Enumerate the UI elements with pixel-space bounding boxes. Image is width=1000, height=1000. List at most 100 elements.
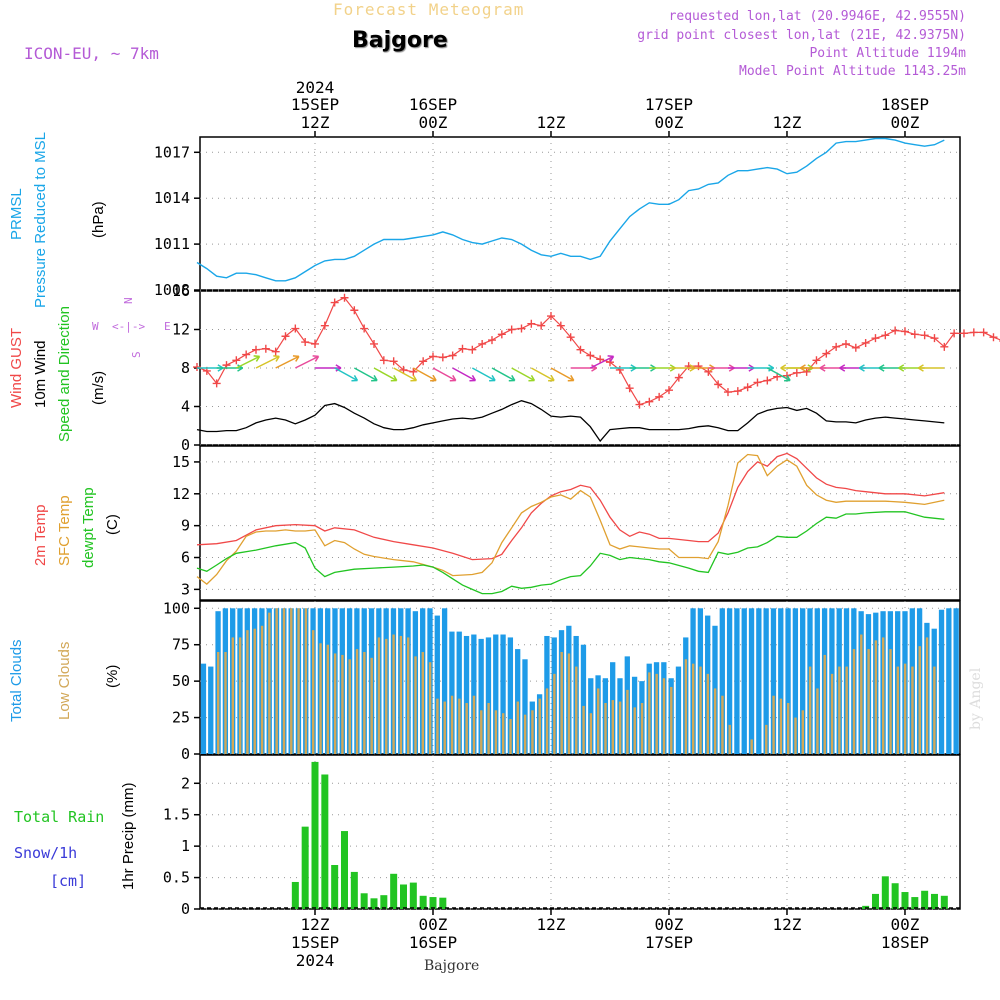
y-tick-label: 0 <box>181 745 190 763</box>
low-cloud-bar <box>253 628 256 754</box>
low-cloud-bar <box>582 705 585 754</box>
wind-arrowhead <box>508 374 516 382</box>
wind-arrow <box>373 367 398 382</box>
low-cloud-bar <box>816 688 819 754</box>
total-cloud-bar <box>471 634 477 754</box>
gust-marker <box>812 356 821 365</box>
low-cloud-bar <box>502 713 505 754</box>
wind-arrowhead <box>430 374 437 382</box>
gust-marker <box>851 343 860 352</box>
gust-marker <box>271 347 280 356</box>
total-cloud-bar <box>763 608 769 754</box>
gust-marker <box>822 349 831 358</box>
gust-marker <box>389 357 398 366</box>
gust-marker <box>252 345 261 354</box>
gust-marker <box>753 378 762 387</box>
gust-marker <box>419 357 428 366</box>
gust-marker <box>714 380 723 389</box>
gust-marker <box>261 344 270 353</box>
rain-bar <box>301 826 309 909</box>
gust-marker <box>193 363 202 372</box>
low-cloud-bar <box>290 608 293 754</box>
wind-arrowhead <box>917 364 924 372</box>
gust-marker <box>340 293 349 302</box>
rain-bar <box>911 897 919 909</box>
gust-marker <box>428 352 437 361</box>
low-cloud-bar <box>823 654 826 754</box>
top-date-label: 15SEP <box>291 95 339 114</box>
top-date-label: 16SEP <box>409 95 457 114</box>
panel-frame <box>199 600 961 755</box>
rain-bar <box>891 883 899 909</box>
top-date-label: 17SEP <box>645 95 693 114</box>
point-altitude: Point Altitude 1194m <box>809 46 966 61</box>
low-cloud-bar <box>297 608 300 754</box>
wind-speed-line <box>196 400 945 443</box>
wind-arrowhead <box>469 374 477 382</box>
gust-marker <box>409 367 418 376</box>
sfc-temp-line <box>196 453 945 585</box>
low-cloud-bar <box>787 703 790 754</box>
bottom-hour-label: 12Z <box>537 915 566 934</box>
rain-bar <box>429 897 437 909</box>
bottom-hour-label: 12Z <box>301 915 330 934</box>
bottom-hour-label: 00Z <box>891 915 920 934</box>
gust-marker <box>360 324 369 333</box>
total-cloud-bar <box>756 608 762 754</box>
low-cloud-bar <box>808 666 812 754</box>
gust-marker <box>232 356 241 365</box>
wind-arrow <box>491 367 516 382</box>
bottom-date-label: 18SEP <box>881 933 929 952</box>
wind-arrowhead <box>449 374 457 382</box>
low-cloud-bar <box>385 638 388 754</box>
low-cloud-bar <box>414 656 417 754</box>
gust-marker <box>920 331 929 340</box>
gust-marker <box>330 298 339 307</box>
low-cloud-bar <box>399 635 403 754</box>
gust-marker <box>930 334 939 343</box>
total-cloud-bar <box>200 663 207 754</box>
low-cloud-bar <box>626 689 629 754</box>
low-cloud-bar <box>531 710 534 754</box>
compass-e: E <box>164 320 171 333</box>
low-cloud-bar <box>604 703 607 754</box>
gust-marker <box>281 332 290 341</box>
compass-s: S <box>130 351 143 358</box>
gust-marker <box>969 328 978 337</box>
requested-coords: requested lon,lat (20.9946E, 42.9555N) <box>668 9 966 24</box>
gust-marker <box>458 344 467 353</box>
rain-bar <box>940 895 948 909</box>
total-cloud-bar <box>792 608 799 754</box>
low-cloud-bar <box>282 608 286 754</box>
low-cloud-bar <box>494 710 498 754</box>
low-cloud-bar <box>633 707 636 754</box>
model-altitude: Model Point Altitude 1143.25m <box>739 64 966 79</box>
gust-marker <box>792 368 801 377</box>
low-cloud-bar <box>655 673 658 754</box>
total-cloud-bar <box>741 608 747 754</box>
t2m-line <box>196 452 945 561</box>
low-cloud-bar <box>692 663 695 754</box>
total-cloud-bar <box>507 637 514 754</box>
total-cloud-bar <box>500 634 506 754</box>
rain-legend: Total Rain <box>14 808 105 826</box>
low-cloud-bar <box>326 644 330 754</box>
rain-bar <box>291 881 299 909</box>
low-cloud-bar <box>933 666 936 754</box>
snow-legend: Snow/1h <box>14 844 78 862</box>
wind-arrowhead <box>390 374 398 382</box>
low-cloud-bar <box>472 695 476 754</box>
gust-marker <box>566 333 575 342</box>
y-tick-label: 1011 <box>154 235 190 253</box>
total-cloud-bar <box>449 631 455 754</box>
wind-arrow <box>766 367 791 382</box>
compass-n: N <box>122 297 135 304</box>
grid-coords: grid point closest lon,lat (21E, 42.9375… <box>637 28 966 43</box>
gust-marker <box>242 350 251 359</box>
rain-bar <box>399 884 407 909</box>
y-tick-label: 50 <box>172 672 190 690</box>
gust-marker <box>723 388 732 397</box>
low-cloud-bar <box>217 652 220 754</box>
wind-arrow <box>452 367 476 382</box>
